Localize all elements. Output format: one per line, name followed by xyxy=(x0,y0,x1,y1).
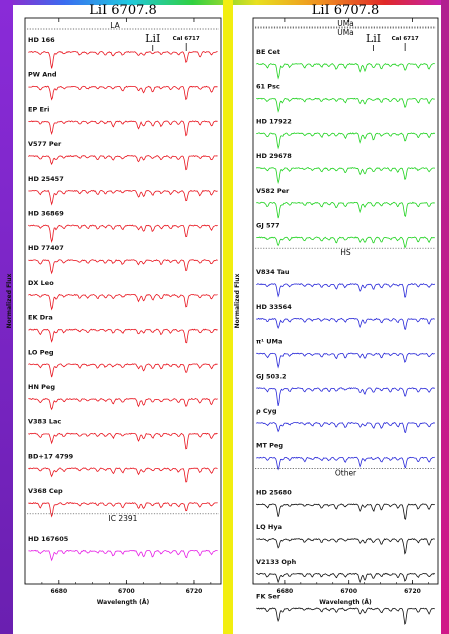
star-label: EK Dra xyxy=(28,314,53,322)
chart-panel-1: LiI 6707.8 6680 6700 6720 Wavelength (Å) Norm… xyxy=(6,3,222,606)
spectrum-line xyxy=(256,607,435,625)
star-label: HN Peg xyxy=(28,383,55,391)
spectrum-line xyxy=(28,328,218,344)
chart-panel-2: LiI 6707.8 6680 6700 6720 Wavelength (Å) Norm… xyxy=(234,3,439,625)
x-axis-label: Wavelength (Å) xyxy=(97,599,150,606)
spectrum-line xyxy=(256,283,436,298)
star-label: LQ Hya xyxy=(256,523,282,531)
spectrum-line xyxy=(256,317,435,330)
star-label: EP Eri xyxy=(28,105,49,113)
star-label: GJ 503.2 xyxy=(256,372,287,380)
star-label: HD 17922 xyxy=(256,117,292,125)
x-tick-label: 6680 xyxy=(277,588,294,595)
chart-title: LiI 6707.8 xyxy=(312,3,380,18)
spectrum-line xyxy=(255,503,435,520)
star-label: FK Ser xyxy=(256,593,281,601)
spectrum-line xyxy=(256,572,436,584)
x-tick-label: 6680 xyxy=(50,588,67,595)
star-label: V577 Per xyxy=(28,140,62,148)
spectrum-line xyxy=(255,456,435,471)
star-label: DX Leo xyxy=(28,279,54,287)
spectrum-line xyxy=(256,352,435,369)
plot-frame xyxy=(24,17,222,585)
star-label: ρ Cyg xyxy=(256,407,277,415)
star-label: HD 77407 xyxy=(28,244,64,252)
star-label: V2133 Oph xyxy=(256,558,297,566)
group-label-Other: Other xyxy=(335,468,357,477)
star-label: HD 33564 xyxy=(256,303,292,311)
spectrum-line xyxy=(256,236,435,248)
spectrum-line xyxy=(28,155,218,171)
spectrum-line xyxy=(28,397,218,411)
star-label: MT Peg xyxy=(256,442,283,450)
group-label-IC-2391: IC 2391 xyxy=(109,514,138,523)
spectrum-line xyxy=(28,432,218,450)
middle-divider-bar xyxy=(223,0,233,634)
spectrum-line xyxy=(28,50,218,69)
spectrum-line xyxy=(256,97,435,113)
cai-line-label: CaI 6717 xyxy=(392,36,419,42)
star-label: BD+17 4799 xyxy=(28,452,74,460)
spectrum-line xyxy=(256,132,436,150)
spectrum-line xyxy=(28,293,218,311)
group-label-UMa: UMa xyxy=(337,19,354,28)
star-label: PW And xyxy=(28,71,57,79)
star-label: V368 Cep xyxy=(28,487,63,495)
star-label: HD 25680 xyxy=(256,488,292,496)
spectrum-line xyxy=(256,538,435,555)
plot-frame xyxy=(252,17,439,585)
left-border-bar xyxy=(0,0,13,634)
spectrum-line xyxy=(256,201,436,219)
x-tick-label: 6720 xyxy=(186,588,203,595)
y-axis-label: Normalized Flux xyxy=(234,273,241,328)
star-label: V383 Lac xyxy=(28,418,61,426)
star-label: HD 166 xyxy=(28,36,55,44)
group-label-LA: LA xyxy=(110,21,120,30)
star-label: LO Peg xyxy=(28,348,54,356)
star-label: π¹ UMa xyxy=(256,338,282,346)
spectrum-line xyxy=(28,363,218,378)
spectrum-line xyxy=(256,62,435,80)
spectrum-line xyxy=(28,224,218,244)
right-border-bar xyxy=(441,0,449,634)
spectrum-line xyxy=(28,85,218,101)
star-label: HD 29678 xyxy=(256,152,292,160)
li-line-label: LiI xyxy=(366,32,381,45)
star-label: BE Cet xyxy=(256,48,280,56)
star-label: 61 Psc xyxy=(256,83,280,91)
spectrum-line xyxy=(28,467,218,483)
x-tick-label: 6700 xyxy=(340,588,357,595)
spectrum-line xyxy=(28,120,218,137)
group-label-HS: HS xyxy=(340,248,351,257)
spectrum-line xyxy=(28,259,218,275)
star-label: GJ 577 xyxy=(256,222,280,230)
star-label: HD 167605 xyxy=(28,535,69,543)
spectrum-line xyxy=(28,502,218,518)
star-label: V582 Per xyxy=(256,187,290,195)
spectrum-line xyxy=(256,421,436,433)
y-axis-label: Normalized Flux xyxy=(6,273,13,328)
star-label: HD 36869 xyxy=(28,210,64,218)
li-line-label: LiI xyxy=(145,32,160,45)
chart-title: LiI 6707.8 xyxy=(89,3,157,18)
x-axis-label: Wavelength (Å) xyxy=(319,599,372,606)
x-tick-label: 6700 xyxy=(118,588,135,595)
cai-line-label: CaI 6717 xyxy=(173,36,200,42)
spectrum-line xyxy=(28,189,218,206)
spectrum-line xyxy=(28,549,218,562)
star-label: V834 Tau xyxy=(256,268,290,276)
star-label: HD 25457 xyxy=(28,175,64,183)
group-label-UMa: UMa xyxy=(337,28,354,37)
spectrum-line xyxy=(256,387,435,406)
spectrum-line xyxy=(255,167,436,185)
x-tick-label: 6720 xyxy=(404,588,421,595)
